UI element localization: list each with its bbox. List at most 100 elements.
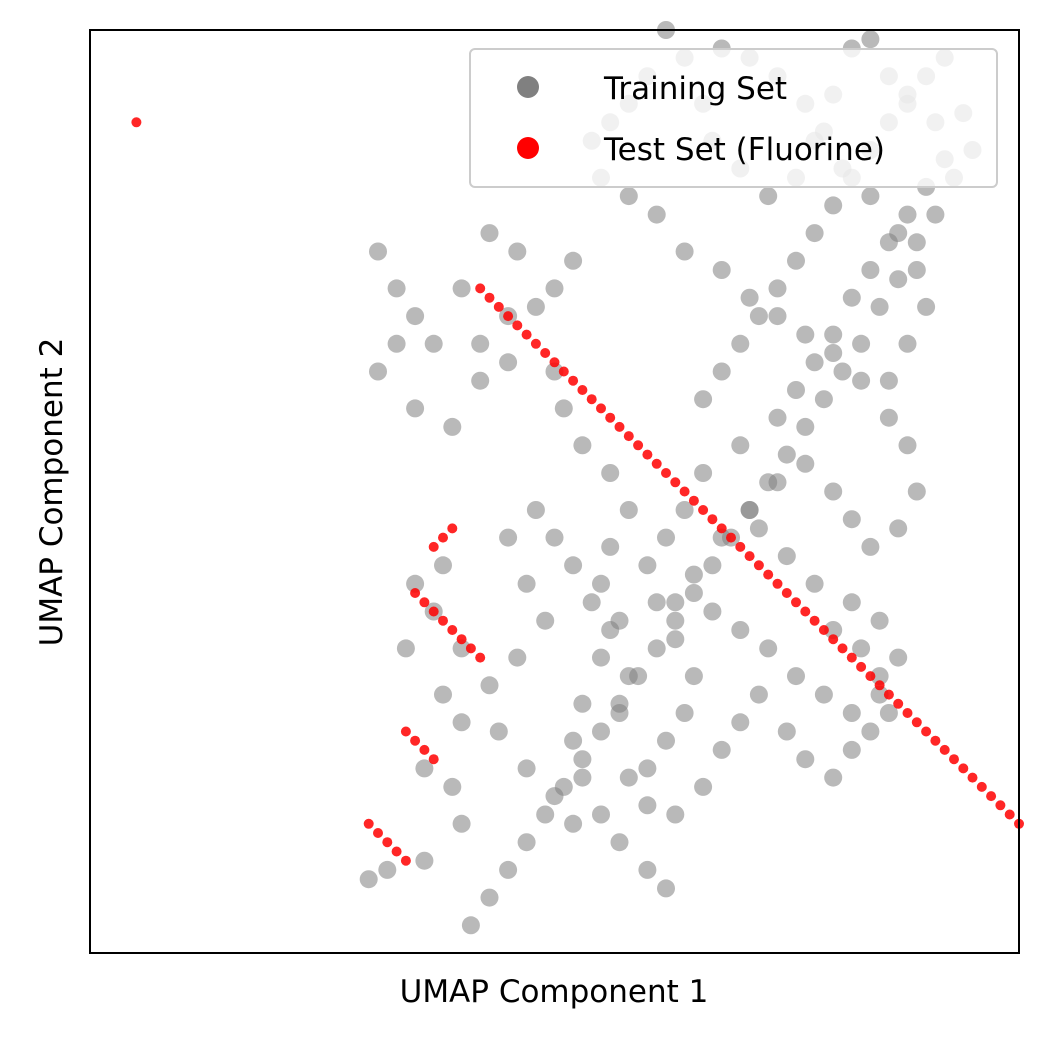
test-point — [419, 744, 430, 755]
training-point — [842, 510, 861, 529]
training-point — [740, 288, 759, 307]
test-point — [661, 468, 671, 478]
training-point — [536, 805, 555, 824]
training-point — [889, 270, 908, 289]
training-point — [517, 759, 536, 778]
test-point — [558, 366, 569, 377]
training-point — [777, 445, 796, 464]
training-point — [759, 187, 778, 206]
training-point — [870, 667, 889, 686]
test-point — [391, 846, 402, 857]
test-point — [1004, 809, 1015, 820]
training-point — [443, 417, 462, 436]
test-point — [503, 311, 514, 322]
training-point — [796, 417, 815, 436]
test-point — [958, 763, 969, 774]
test-point — [438, 615, 448, 626]
test-point — [493, 301, 504, 312]
training-point — [434, 556, 452, 575]
training-point — [889, 648, 908, 667]
training-point — [573, 750, 592, 769]
training-point — [666, 630, 685, 649]
test-point — [707, 514, 718, 525]
legend-label-training: Training Set — [603, 71, 787, 107]
training-point — [842, 593, 861, 612]
test-point — [400, 726, 411, 737]
test-point — [800, 606, 811, 617]
training-point — [879, 408, 898, 427]
training-point — [749, 519, 768, 538]
test-point — [921, 726, 932, 737]
test-point — [846, 652, 857, 663]
training-point — [712, 261, 731, 279]
training-point — [526, 297, 545, 316]
training-point — [675, 242, 694, 261]
test-point — [735, 541, 746, 552]
training-point — [814, 685, 833, 704]
training-point — [657, 879, 675, 898]
training-point — [564, 731, 583, 750]
training-point — [684, 565, 703, 584]
training-point — [907, 482, 926, 501]
training-point — [712, 362, 731, 381]
test-point — [856, 661, 867, 672]
training-point — [749, 685, 768, 704]
training-point — [926, 205, 945, 224]
training-point — [619, 187, 638, 206]
test-point — [586, 394, 597, 405]
training-point — [898, 205, 917, 224]
test-point — [781, 588, 792, 598]
training-point — [759, 473, 778, 492]
training-point — [898, 436, 917, 455]
test-point — [428, 606, 439, 617]
training-point — [647, 593, 666, 612]
training-point — [601, 464, 620, 482]
training-point — [415, 759, 434, 778]
training-point — [387, 279, 406, 298]
training-point — [647, 205, 666, 224]
training-point — [768, 279, 787, 298]
test-point — [428, 541, 439, 552]
training-point — [777, 547, 796, 566]
test-point — [670, 477, 681, 488]
test-point — [976, 781, 987, 792]
training-point — [406, 574, 425, 593]
legend-marker-training — [517, 76, 539, 98]
training-point — [870, 685, 889, 704]
training-point — [480, 888, 499, 907]
training-point — [889, 224, 908, 243]
training-point — [824, 344, 843, 362]
training-point — [359, 870, 378, 889]
training-point — [573, 768, 592, 787]
training-point — [545, 528, 564, 547]
training-point — [610, 694, 629, 713]
test-point — [410, 735, 421, 746]
training-point — [647, 639, 666, 658]
training-point — [861, 537, 880, 556]
y-axis-label: UMAP Component 2 — [34, 338, 70, 647]
training-point — [424, 334, 443, 353]
test-point — [577, 385, 588, 395]
test-point — [791, 597, 801, 608]
training-point — [842, 740, 861, 759]
test-point — [428, 754, 439, 765]
training-point — [517, 833, 536, 852]
training-point — [833, 362, 852, 381]
test-point — [438, 532, 448, 543]
training-point — [796, 454, 815, 473]
training-point — [545, 279, 564, 298]
training-point — [684, 667, 703, 686]
training-point — [666, 611, 685, 630]
legend-marker-test — [517, 137, 539, 159]
training-point — [870, 611, 889, 630]
training-point — [480, 676, 499, 695]
training-point — [889, 519, 908, 538]
training-point — [387, 334, 406, 353]
test-point — [568, 375, 579, 386]
test-point — [373, 828, 383, 838]
test-point — [475, 652, 486, 663]
test-point — [753, 560, 764, 571]
training-point — [787, 381, 805, 399]
training-point — [452, 279, 471, 298]
training-point — [917, 297, 936, 316]
